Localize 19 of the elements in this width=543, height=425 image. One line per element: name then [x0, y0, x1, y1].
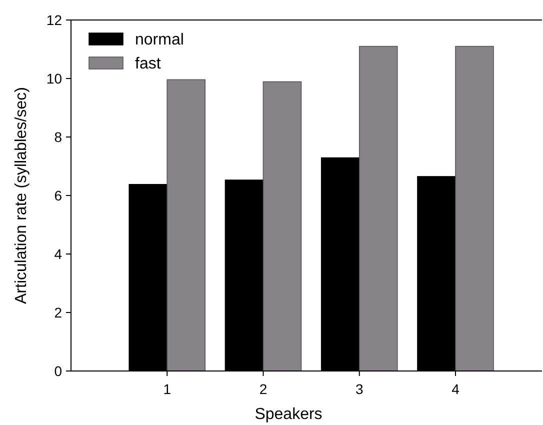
y-tick-label: 4	[54, 246, 62, 262]
x-tick-label: 1	[163, 381, 172, 397]
x-tick-label: 3	[355, 381, 364, 397]
bar	[262, 81, 302, 372]
y-tick-label: 10	[46, 70, 62, 86]
y-axis-title: Articulation rate (syllables/sec)	[13, 87, 30, 304]
legend-label: normal	[135, 32, 184, 49]
legend-label: fast	[135, 56, 162, 73]
y-tick-label: 2	[54, 304, 62, 320]
bar	[358, 46, 398, 372]
y-tick-label: 0	[54, 362, 62, 379]
y-tick-label: 12	[46, 12, 62, 28]
x-tick-label: 2	[259, 381, 268, 397]
x-axis-title: Speakers	[254, 406, 322, 423]
bar	[166, 79, 206, 372]
y-tick-label: 6	[54, 187, 62, 204]
y-tick-label: 8	[54, 128, 62, 145]
bar	[455, 46, 494, 372]
x-tick-label: 4	[452, 381, 460, 397]
